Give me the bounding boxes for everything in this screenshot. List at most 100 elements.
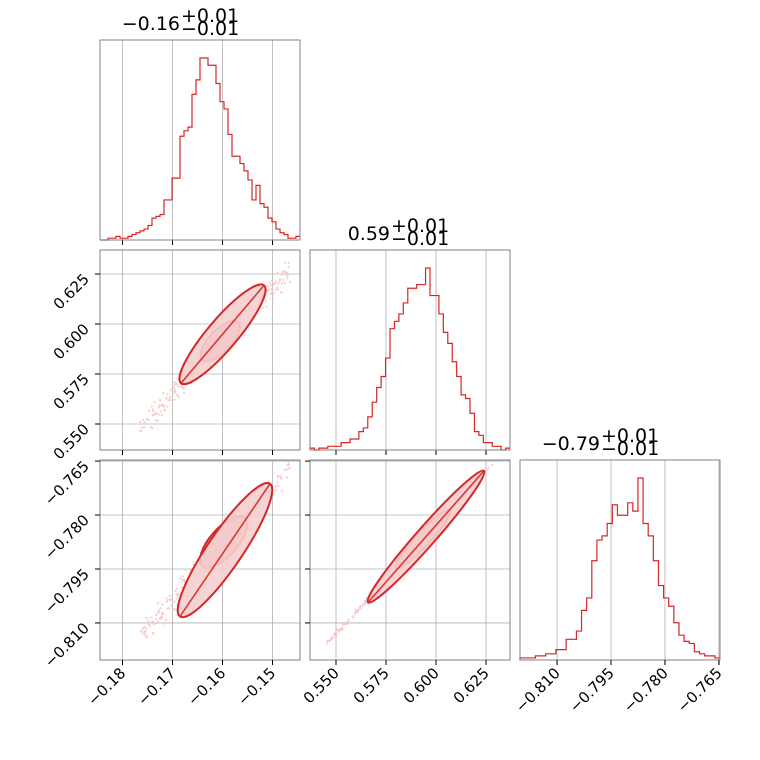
- title-p1-plus: +0.01: [391, 215, 449, 237]
- pair-p1-p0-ytick-label: 0.550: [50, 420, 93, 463]
- pair-p2-p0-point: [148, 624, 151, 627]
- pair-p1-p0-point: [285, 274, 288, 278]
- pair-p2-p1-point: [344, 622, 347, 626]
- pair-p2-p0-point: [150, 616, 153, 619]
- pair-p1-p0-point: [286, 277, 289, 280]
- pair-p2-p0-ytick-label: −0.780: [41, 511, 93, 563]
- pair-p2-p0-point: [160, 617, 163, 620]
- pair-p1-p0-point: [276, 288, 280, 291]
- pair-p1-p0-point: [159, 410, 163, 413]
- pair-p2-p1-point: [340, 628, 344, 631]
- pair-p2-p0-point: [276, 475, 279, 478]
- pair-p2-p1-point: [498, 455, 500, 457]
- pair-p2-p0-point: [144, 633, 147, 636]
- pair-p1-p0-point: [169, 388, 172, 392]
- pair-p2-p0-point: [158, 617, 161, 620]
- pair-p2-p0-point: [151, 632, 155, 635]
- pair-p2-p1-point: [499, 453, 501, 455]
- pair-p1-p0-point: [268, 281, 271, 284]
- pair-p1-p0-point: [156, 419, 159, 423]
- pair-p1-p0-point: [168, 396, 172, 399]
- pair-p1-p0-point: [173, 383, 177, 386]
- pair-p1-p0-point: [287, 273, 290, 276]
- pair-p2-p1-point: [347, 618, 350, 621]
- pair-p2-p0-point: [179, 577, 182, 580]
- pair-p2-p1-point: [497, 454, 499, 456]
- pair-p2-p1-point: [329, 639, 332, 642]
- pair-p2-p0-point: [272, 471, 275, 474]
- pair-p2-p1-xtick-label: 0.600: [400, 664, 443, 707]
- pair-p1-p0-point: [277, 282, 280, 285]
- pair-p1-p0-point: [171, 390, 175, 394]
- pair-p2-p0-point: [165, 600, 168, 603]
- pair-p1-p0-point: [173, 398, 176, 401]
- hist-p2-xtick-label: −0.810: [512, 664, 564, 716]
- pair-p2-p0-ytick-label: −0.765: [41, 457, 93, 509]
- pair-p1-p0-point: [182, 391, 186, 395]
- pair-p2-p1-point: [354, 611, 357, 614]
- title-p0-plus: +0.01: [181, 5, 239, 27]
- pair-p2-p0-point: [286, 463, 289, 466]
- pair-p2-p0-point: [154, 613, 158, 617]
- title-p1: 0.59 +0.01−0.01: [348, 215, 450, 250]
- pair-p2-p0-point: [175, 587, 178, 590]
- pair-p2-p1-point: [491, 463, 494, 467]
- pair-p1-p0-point: [176, 385, 179, 388]
- pair-p1-p0-point: [283, 269, 286, 272]
- pair-p1-p0-point: [165, 397, 168, 400]
- pair-p2-p0-xtick-label: −0.15: [234, 664, 279, 709]
- pair-p2-p0-point: [166, 607, 169, 610]
- pair-p2-p0-plot-area: [139, 460, 291, 639]
- pair-p1-p0-point: [276, 286, 279, 289]
- pair-p1-p0-point: [270, 288, 273, 291]
- pair-p1-p0-point: [264, 300, 267, 303]
- pair-p1-p0-point: [271, 280, 274, 283]
- pair-p1-p0-point: [143, 421, 146, 424]
- pair-p2-p0-point: [162, 622, 166, 625]
- pair-p2-p0-point: [181, 575, 185, 578]
- pair-p2-p0-point: [141, 627, 144, 630]
- pair-p1-p0-point: [166, 405, 169, 408]
- pair-p2-p0-point: [285, 476, 289, 479]
- pair-p2-p1-ridge: [367, 470, 485, 603]
- pair-p1-p0-point: [141, 426, 144, 429]
- pair-p1-p0-point: [142, 418, 145, 422]
- pair-p1-p0-point: [269, 284, 272, 287]
- pair-p2-p1-point: [347, 620, 350, 624]
- pair-p2-p0-point: [285, 468, 288, 471]
- pair-p1-p0-point: [288, 280, 291, 283]
- pair-p1-p0-point: [139, 429, 142, 432]
- pair-p1-p0-point: [275, 280, 278, 283]
- pair-p1-p0-frame: [99, 249, 301, 451]
- pair-p2-p0-xtick-label: −0.16: [184, 664, 229, 709]
- pair-p2-p0-point: [287, 460, 290, 464]
- pair-p1-p0-point: [274, 288, 278, 291]
- pair-p1-p0-point: [169, 399, 172, 402]
- pair-p2-p1-point: [325, 640, 329, 643]
- pair-p1-p0-point: [281, 273, 284, 276]
- pair-p1-p0-point: [182, 387, 185, 390]
- pair-p2-p1-point: [362, 603, 365, 606]
- pair-p1-p0-point: [272, 297, 275, 300]
- pair-p2-p0-point: [141, 632, 144, 635]
- hist-p2-step-line: [519, 477, 720, 660]
- pair-p2-p0-point: [275, 485, 278, 488]
- pair-p1-p0-point: [151, 427, 154, 430]
- pair-p2-p1-point: [354, 608, 357, 611]
- pair-p1-p0-point: [172, 386, 175, 389]
- pair-p2-p0-point: [145, 635, 149, 638]
- pair-p2-p0-point: [147, 623, 150, 626]
- pair-p2-p0-point: [175, 593, 178, 596]
- pair-p1-p0-point: [139, 420, 142, 424]
- pair-p1-p0-point: [152, 408, 155, 411]
- pair-p1-p0-point: [157, 406, 160, 409]
- pair-p1-p0-point: [280, 282, 283, 285]
- pair-p1-p0-ytick-label: 0.625: [50, 270, 93, 313]
- pair-p2-p0-point: [170, 604, 173, 607]
- pair-p1-p0-point: [269, 292, 272, 296]
- pair-p1-p0-point: [279, 278, 282, 281]
- pair-p2-p1-point: [364, 599, 367, 602]
- pair-p2-p1-point: [359, 607, 362, 610]
- pair-p2-p0-point: [145, 616, 148, 620]
